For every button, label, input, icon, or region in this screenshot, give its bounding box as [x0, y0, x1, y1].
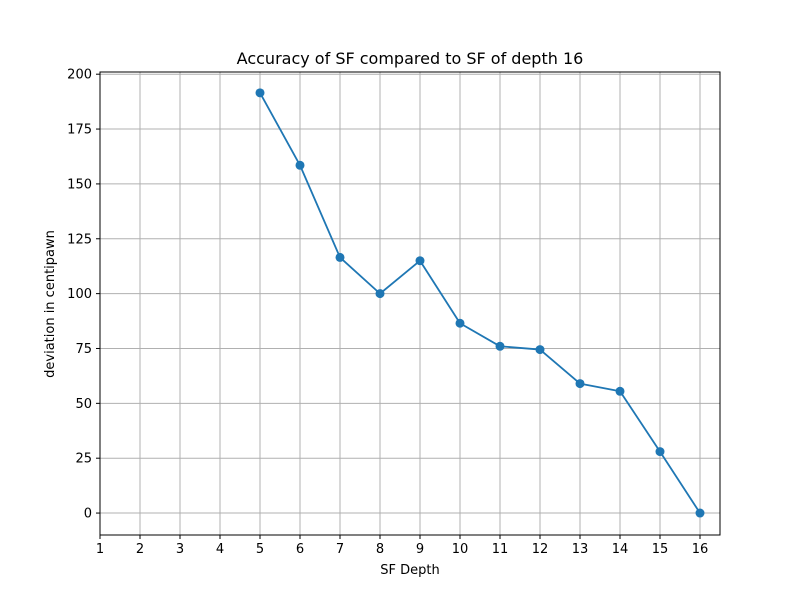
x-tick-label: 6: [296, 542, 304, 557]
y-tick-label: 150: [67, 177, 92, 192]
x-axis-ticks: 1 2 3 4 5 6 7 8 9 10 11 12 13 14 15 16: [96, 535, 708, 557]
x-tick-label: 3: [176, 542, 184, 557]
y-tick-label: 125: [67, 232, 92, 247]
y-tick-label: 75: [75, 342, 92, 357]
data-point: [375, 289, 385, 299]
x-tick-label: 10: [452, 542, 469, 557]
plot-frame: [99, 71, 721, 536]
x-tick-label: 16: [692, 542, 709, 557]
x-tick-label: 4: [216, 542, 224, 557]
x-tick-label: 1: [96, 542, 104, 557]
x-axis-label: SF Depth: [380, 563, 439, 578]
x-tick-label: 2: [136, 542, 144, 557]
y-tick-label: 175: [67, 123, 92, 138]
y-tick-label: 25: [75, 452, 92, 467]
data-point: [415, 256, 425, 266]
x-tick-label: 14: [612, 542, 629, 557]
data-point: [295, 160, 305, 170]
data-point: [455, 318, 465, 328]
data-point: [655, 447, 665, 457]
y-axis-ticks: 0 25 50 75 100 125 150 175 200: [67, 68, 100, 522]
data-point: [255, 88, 265, 98]
series-group: [255, 88, 705, 518]
x-tick-label: 11: [492, 542, 509, 557]
y-tick-label: 200: [67, 68, 92, 83]
data-point: [695, 508, 705, 518]
x-tick-label: 5: [256, 542, 264, 557]
y-tick-label: 0: [84, 507, 92, 522]
y-axis-label: deviation in centipawn: [43, 230, 58, 378]
data-point: [615, 386, 625, 396]
x-tick-label: 12: [532, 542, 549, 557]
x-tick-label: 13: [572, 542, 589, 557]
data-point: [335, 252, 345, 262]
x-tick-label: 9: [416, 542, 424, 557]
data-point: [575, 379, 585, 389]
y-tick-label: 100: [67, 287, 92, 302]
y-tick-label: 50: [75, 397, 92, 412]
x-tick-label: 15: [652, 542, 669, 557]
x-tick-label: 7: [336, 542, 344, 557]
chart-title: Accuracy of SF compared to SF of depth 1…: [237, 49, 584, 68]
series-line: [259, 92, 701, 514]
x-tick-label: 8: [376, 542, 384, 557]
data-point: [535, 345, 545, 355]
grid: [99, 72, 720, 535]
data-point: [495, 341, 505, 351]
